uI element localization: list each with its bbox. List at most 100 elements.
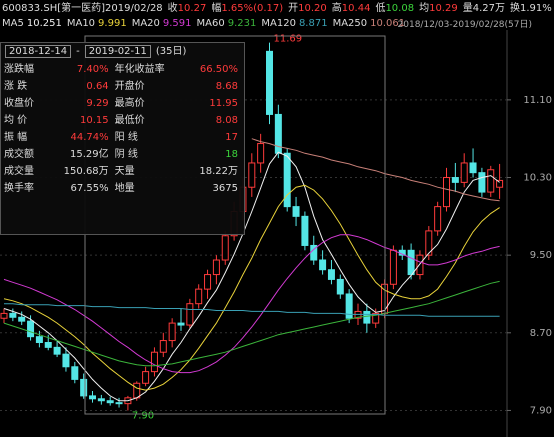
ma-name: MA5: [2, 18, 24, 29]
quote-value: 1.65%(0.17): [221, 3, 284, 14]
ma-value: 10.251: [26, 18, 62, 29]
stat-label: 开盘价: [114, 81, 145, 92]
ma-item: MA250 10.061: [333, 18, 406, 29]
ma-line: [3, 184, 500, 391]
stat-label: 年化收益率: [114, 64, 165, 75]
ma-value: 9.591: [162, 18, 192, 29]
quote-value: 1.91%: [519, 3, 552, 14]
extreme-label: 7.90: [132, 410, 154, 421]
ma-item: MA120 8.871: [261, 18, 327, 29]
stat-label: 均 价: [4, 115, 28, 126]
ma-item: MA20 9.591: [132, 18, 192, 29]
days: (35日): [155, 46, 187, 57]
ma-item: MA5 10.251: [2, 18, 62, 29]
candle-body: [327, 269, 335, 280]
ma-name: MA60: [196, 18, 225, 29]
stat-value: 9.29: [86, 98, 109, 109]
stat-value: 150.68万: [63, 166, 109, 177]
candle-body: [35, 336, 43, 344]
stat-label: 成交额: [4, 149, 34, 160]
candle-body: [487, 169, 495, 193]
candle-body: [319, 259, 327, 271]
candle-body: [195, 288, 203, 305]
ma-name: MA20: [131, 18, 160, 29]
candle-body: [416, 254, 424, 276]
stat-value: 0.64: [86, 81, 109, 92]
candle-body: [9, 312, 17, 318]
start-date[interactable]: 2018-12-14: [5, 45, 72, 58]
ma-value: 9.231: [227, 18, 257, 29]
stat-label: 涨跌幅: [4, 64, 34, 75]
stat-value: 3675: [212, 183, 238, 194]
end-date[interactable]: 2019-02-11: [84, 45, 151, 58]
ma-value: 10.061: [370, 18, 406, 29]
stat-label: 阴 线: [114, 149, 138, 160]
candle-body: [266, 50, 273, 115]
stat-value: 67.55%: [70, 183, 109, 194]
stat-value: 44.74%: [70, 132, 109, 143]
stat-label: 最高价: [114, 98, 145, 109]
y-tick-label: 8.70: [530, 328, 552, 339]
candle-body: [71, 366, 79, 380]
y-tick-label: 7.90: [530, 405, 552, 416]
quote-value: 10.08: [385, 3, 415, 14]
ma-value: 8.871: [298, 18, 328, 29]
quote-item: 均10.29: [419, 3, 458, 14]
stat-label: 换手率: [4, 183, 34, 194]
stats-row: 均 价 10.15 最低价 8.08: [4, 112, 244, 129]
ma-line: [4, 303, 500, 317]
candle-body: [106, 400, 114, 404]
stat-label: 天量: [114, 166, 135, 177]
stat-value: 18.22万: [199, 166, 238, 177]
candle-body: [150, 351, 158, 373]
ma-name: MA10: [66, 18, 96, 29]
candle-body: [44, 342, 52, 348]
quote-item: 换1.91%: [510, 3, 552, 14]
stat-value: 7.40%: [76, 64, 109, 75]
stat-value: 8.68: [215, 81, 238, 92]
quote-label: 收: [167, 3, 178, 14]
stat-value: 18: [225, 149, 238, 160]
candle-body: [248, 162, 256, 188]
stat-value: 10.15: [80, 115, 109, 126]
range-stats-panel: 2018-12-14-2019-02-11 (35日) 涨跌幅 7.40% 年化收益率…: [0, 42, 245, 235]
candle-body: [97, 398, 105, 402]
candle-body: [186, 303, 194, 326]
candle-body: [407, 249, 415, 276]
candle-body: [53, 346, 61, 355]
ma-item: MA60 9.231: [197, 18, 257, 29]
candle-body: [0, 312, 8, 319]
candle-body: [451, 177, 459, 183]
stat-value: 11.95: [209, 98, 238, 109]
ma-line: [3, 234, 500, 374]
candle-body: [478, 172, 486, 193]
candle-body: [389, 249, 397, 285]
quote-header: 600833.SH[第一医药]2019/02/28 收10.27 幅1.65%(0.…: [2, 2, 554, 16]
stat-label: 阳 线: [114, 132, 138, 143]
quote-value: 10.44: [341, 3, 371, 14]
candle-body: [443, 177, 450, 208]
candle-body: [301, 215, 309, 246]
candle-body: [177, 322, 185, 326]
candle-body: [283, 152, 291, 208]
candle-body: [363, 310, 371, 324]
stats-row: 换手率 67.55% 地量 3675: [4, 180, 244, 197]
stat-label: 涨 跌: [4, 81, 28, 92]
stats-row: 涨跌幅 7.40% 年化收益率 66.50%: [4, 61, 244, 78]
stat-label: 收盘价: [4, 98, 34, 109]
ma-name: MA250: [332, 18, 368, 29]
quote-value: 10.27: [177, 3, 207, 14]
quote-label: 量: [462, 3, 473, 14]
stat-value: 15.29亿: [70, 149, 109, 160]
stats-row: 收盘价 9.29 最高价 11.95: [4, 95, 244, 112]
candle-body: [142, 371, 150, 384]
quote-item: 低10.08: [375, 3, 414, 14]
ma-legend: MA5 10.251 MA10 9.991 MA20 9.591 MA60 9.231 MA12…: [2, 17, 410, 31]
quote-item: 600833.SH[第一医药]2019/02/28: [2, 3, 163, 14]
candle-body: [168, 322, 176, 342]
quote-item: 收10.27: [168, 3, 207, 14]
y-tick-label: 11.10: [523, 95, 552, 106]
